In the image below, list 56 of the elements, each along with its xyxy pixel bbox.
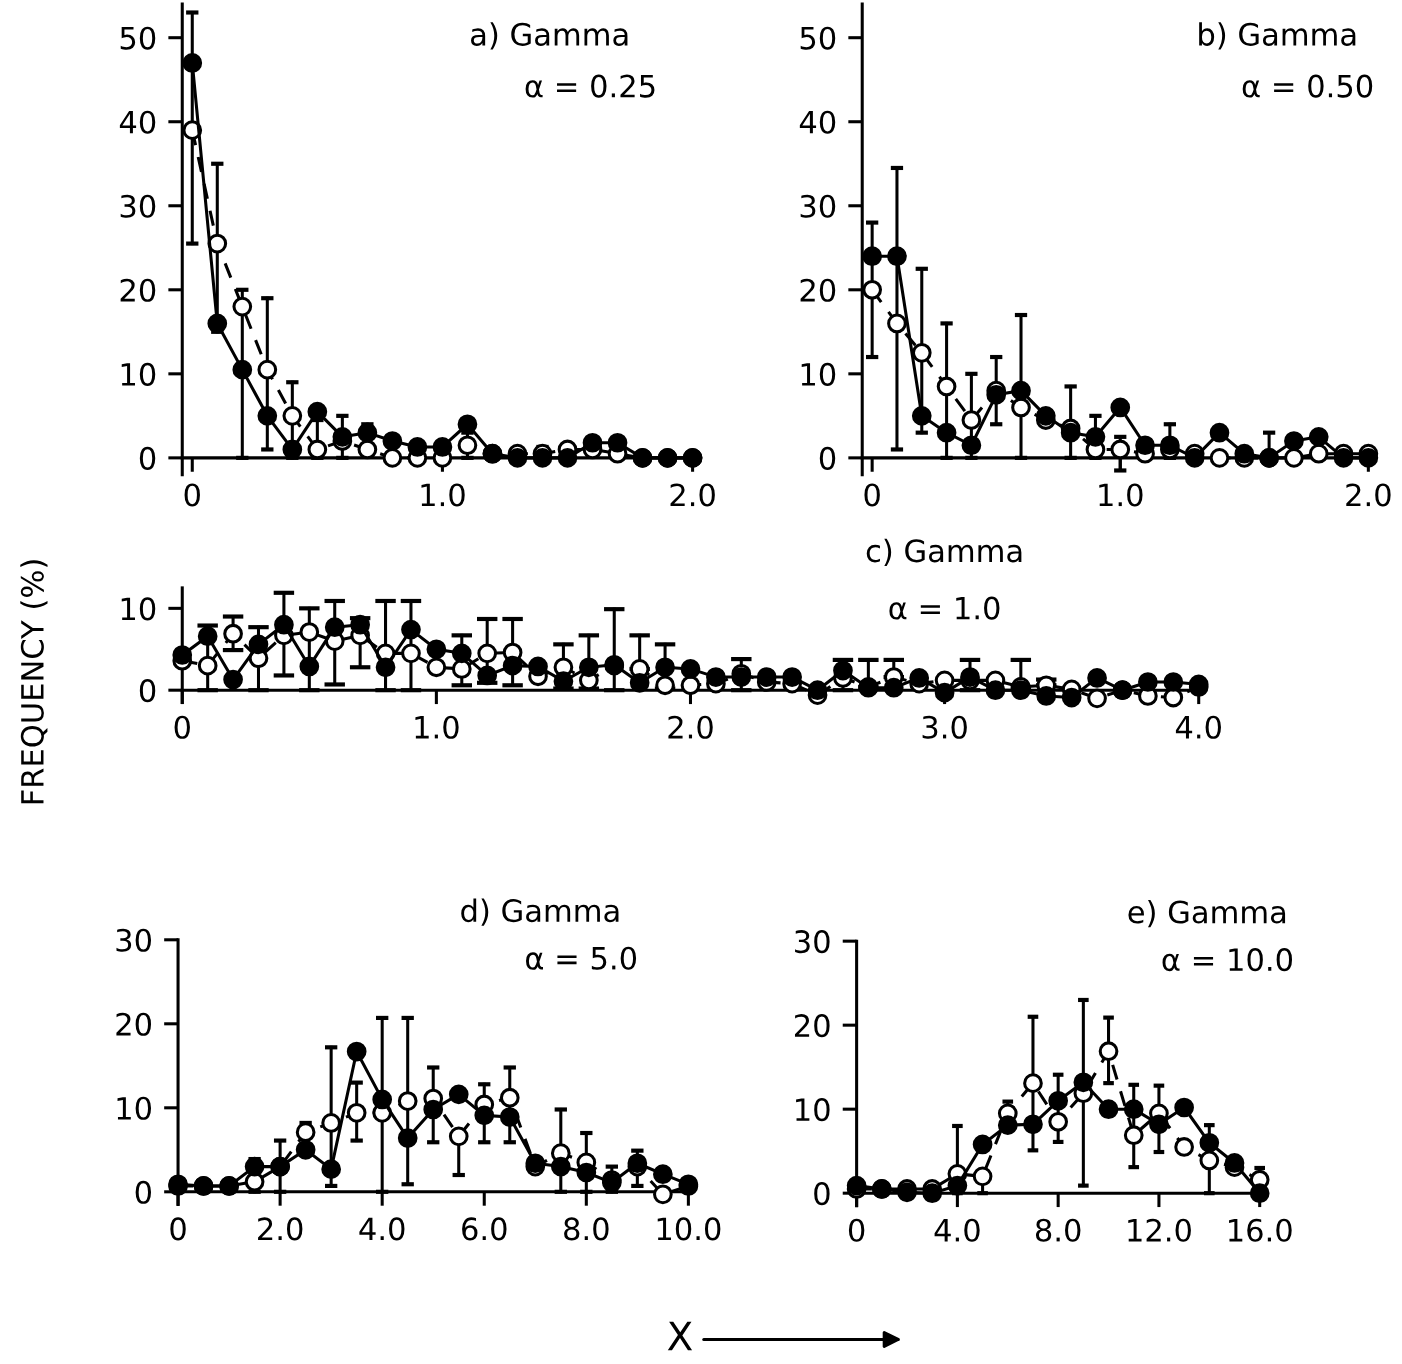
y-tick-label: 10 <box>796 1098 830 1122</box>
y-tick-label: 10 <box>801 362 836 386</box>
x-tick-label: 12.0 <box>1128 1218 1191 1242</box>
text: a) Gamma <box>471 22 628 50</box>
x-tick-label: 0 <box>174 715 190 739</box>
y-tick-label: 50 <box>800 26 836 50</box>
y-tick-label: 30 <box>795 930 830 954</box>
x-tick-label: 8.0 <box>564 1217 609 1241</box>
x-tick-label: 2.0 <box>668 715 713 739</box>
x-tick-label: 2.0 <box>1346 483 1391 507</box>
x-tick-label: 0 <box>864 483 880 507</box>
x-tick-label: 4.0 <box>359 1217 405 1241</box>
y-tick-label: 20 <box>120 278 156 302</box>
chart-subtitle: α = 5.0 <box>526 946 637 970</box>
chart-title: d) Gamma <box>461 898 619 926</box>
y-tick-label: 40 <box>799 110 836 134</box>
x-tick-label: 0 <box>184 483 200 507</box>
y-tick-label: 30 <box>120 194 156 218</box>
x-tick-label: 2.0 <box>258 1217 303 1241</box>
x-tick-label: 1.0 <box>415 715 459 739</box>
x-tick-label: 16.0 <box>1229 1218 1292 1242</box>
x-tick-label: 3.0 <box>922 715 967 739</box>
chart-subtitle: α = 10.0 <box>1162 948 1293 972</box>
y-tick-label: 0 <box>139 679 156 703</box>
x-tick-label: 1.0 <box>421 483 465 507</box>
x-tick-label: 2.0 <box>670 483 715 507</box>
y-tick-label: 20 <box>800 278 836 302</box>
y-tick-label: 30 <box>116 928 152 952</box>
y-tick-label: 20 <box>794 1014 830 1038</box>
x-tick-label: 4.0 <box>1175 715 1221 739</box>
chart-title: e) Gamma <box>1128 899 1286 928</box>
chart-title: c) Gamma <box>866 538 1022 566</box>
y-axis-title: FREQUENCY (%) <box>20 560 48 804</box>
y-tick-label: 10 <box>121 597 156 621</box>
x-tick-label: 1.0 <box>1099 483 1143 507</box>
x-tick-label: 4.0 <box>934 1218 980 1242</box>
x-tick-label: 8.0 <box>1035 1218 1081 1242</box>
y-tick-label: 30 <box>800 194 836 218</box>
chart-subtitle: α = 1.0 <box>889 596 1000 620</box>
x-tick-label: 10.0 <box>657 1217 721 1241</box>
y-tick-label: 0 <box>814 1182 830 1206</box>
x-tick-label: 0 <box>170 1217 186 1241</box>
y-tick-label: 0 <box>819 446 836 470</box>
y-tick-label: 20 <box>116 1012 152 1036</box>
y-tick-label: 0 <box>135 1180 152 1204</box>
x-tick-label: 6.0 <box>462 1217 507 1241</box>
y-tick-label: 40 <box>119 110 156 134</box>
y-tick-label: 10 <box>121 362 156 386</box>
text: α = 0.50 <box>1242 74 1373 98</box>
y-tick-label: 50 <box>120 26 156 50</box>
y-tick-label: 0 <box>139 446 156 470</box>
y-tick-label: 10 <box>117 1096 152 1120</box>
x-axis-title: X <box>667 1321 693 1351</box>
text: α = 0.25 <box>525 74 655 98</box>
text: b) Gamma <box>1199 22 1356 50</box>
x-tick-label: 0 <box>848 1218 865 1242</box>
